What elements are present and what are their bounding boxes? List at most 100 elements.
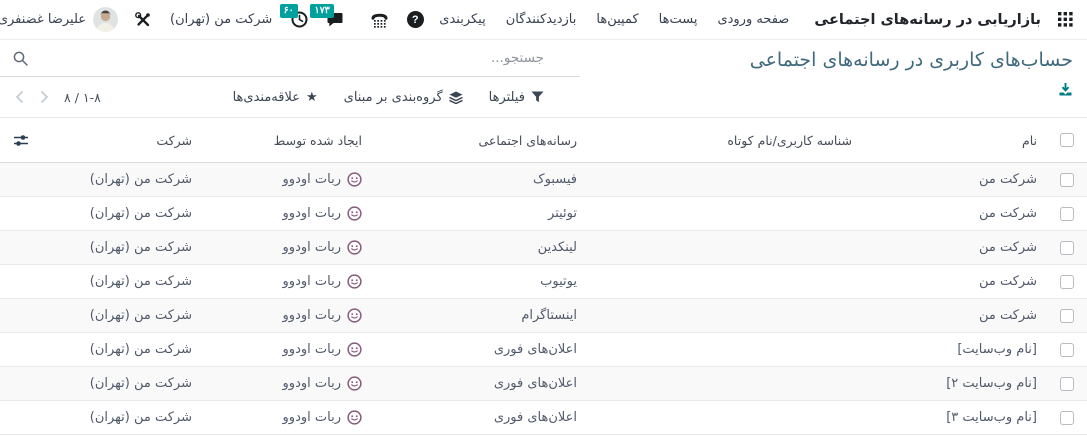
user-avatar [93,7,119,32]
row-checkbox[interactable] [1047,401,1087,434]
chevron-right-icon [41,91,48,103]
filter-funnel-icon [531,91,544,103]
table-row[interactable]: شرکت من لینکدین ربات اودوو شرکت من (تهرا… [0,231,1087,265]
robot-avatar-icon [347,240,362,255]
cell-media: فیسبوک [532,172,577,187]
table-row[interactable]: [نام وب‌سایت ۳] اعلان‌های فوری ربات اودو… [0,401,1087,435]
cell-media: یوتیوب [540,274,577,289]
top-navbar: بازاریابی در رسانه‌های اجتماعی صفحه ورود… [0,0,1087,40]
pager-value[interactable]: ۱-۸ / ۸ [58,90,107,105]
messages-badge: ۱۷۳ [310,3,334,18]
header-media[interactable]: رسانه‌های اجتماعی [478,132,577,148]
favorites-button[interactable]: ★ علاقه‌مندی‌ها [232,89,318,105]
cell-name: شرکت من [978,206,1037,221]
robot-avatar-icon [347,274,362,289]
cell-name: [نام وب‌سایت ۳] [946,410,1037,425]
nav-item-posts[interactable]: پست‌ها [650,6,707,33]
row-checkbox[interactable] [1047,333,1087,366]
cell-created-by: ربات اودوو [202,367,372,400]
cell-handle [587,401,862,434]
group-by-button[interactable]: گروه‌بندی بر مبنای [344,90,463,105]
row-checkbox[interactable] [1047,367,1087,400]
cell-created-by: ربات اودوو [202,197,372,230]
nav-item-visitors[interactable]: بازدیدکنندگان [497,6,586,33]
nav-item-configuration[interactable]: پیکربندی [430,6,494,33]
row-checkbox[interactable] [1047,299,1087,332]
filter-buttons: فیلترها گروه‌بندی بر مبنای ★ علاقه‌مندی‌… [233,90,580,105]
table-row[interactable]: شرکت من یوتیوب ربات اودوو شرکت من (تهران… [0,265,1087,299]
robot-avatar-icon [347,342,362,357]
search-icon [0,50,29,67]
cell-created-by: ربات اودوو [202,401,372,434]
search-bar [0,40,580,77]
cell-media: اعلان‌های فوری [493,342,577,357]
nav-item-campaigns[interactable]: کمپین‌ها [587,6,647,33]
question-icon: ? [406,11,424,28]
row-checkbox[interactable] [1047,197,1087,230]
table-row[interactable]: [نام وب‌سایت] اعلان‌های فوری ربات اودوو … [0,333,1087,367]
cell-company: شرکت من (تهران) [89,376,192,391]
cell-media: اعلان‌های فوری [493,410,577,425]
nav-item-feed[interactable]: صفحه ورودی [708,6,798,33]
cell-media: اعلان‌های فوری [493,376,577,391]
systray: ? ۱۷۳ [0,3,430,35]
cell-media: لینکدین [537,240,577,255]
cell-handle [587,163,862,196]
row-checkbox[interactable] [1047,163,1087,196]
header-name[interactable]: نام [1021,132,1037,148]
layers-icon [448,91,463,104]
export-button[interactable] [1058,82,1073,100]
optional-columns-button[interactable] [13,133,29,148]
table-row[interactable]: [نام وب‌سایت ۲] اعلان‌های فوری ربات اودو… [0,367,1087,401]
row-checkbox[interactable] [1047,231,1087,264]
cell-created-by: ربات اودوو [202,333,372,366]
company-switcher[interactable]: شرکت من (تهران) [164,12,278,27]
search-panel: فیلترها گروه‌بندی بر مبنای ★ علاقه‌مندی‌… [0,40,580,117]
select-all-checkbox[interactable] [1047,118,1087,162]
debug-tools-button[interactable] [128,5,158,35]
activities-button[interactable]: ۶۰ [279,3,314,35]
user-name: علیرضا غضنفری [0,12,87,27]
pager-previous-button[interactable] [34,86,54,108]
header-company[interactable]: شرکت [156,132,192,148]
clock-icon [291,11,308,28]
search-input[interactable] [29,50,580,66]
voip-button[interactable] [364,5,394,35]
filters-button[interactable]: فیلترها [489,90,544,105]
messages-button[interactable]: ۱۷۳ [310,3,350,35]
table-row[interactable]: شرکت من فیسبوک ربات اودوو شرکت من (تهران… [0,163,1087,197]
pager-next-button[interactable] [10,86,30,108]
cell-company: شرکت من (تهران) [89,206,192,221]
header-handle[interactable]: شناسه کاربری/نام کوتاه [727,132,852,148]
cell-handle [587,333,862,366]
apps-menu-button[interactable] [1051,6,1079,34]
row-checkbox[interactable] [1047,265,1087,298]
table-header-row: نام شناسه کاربری/نام کوتاه رسانه‌های اجت… [0,118,1087,163]
cell-name: شرکت من [978,274,1037,289]
page-title: حساب‌های کاربری در رسانه‌های اجتماعی [749,49,1073,71]
cell-company: شرکت من (تهران) [89,410,192,425]
user-menu[interactable]: علیرضا غضنفری [0,7,122,32]
cell-name: [نام وب‌سایت ۲] [946,376,1037,391]
breadcrumb-area: حساب‌های کاربری در رسانه‌های اجتماعی [580,40,1087,117]
table-row[interactable]: شرکت من اینستاگرام ربات اودوو شرکت من (ت… [0,299,1087,333]
help-button[interactable]: ? [400,5,430,35]
chevron-left-icon [16,91,23,103]
app-name[interactable]: بازاریابی در رسانه‌های اجتماعی [814,11,1041,28]
table-row[interactable]: شرکت من توئیتر ربات اودوو شرکت من (تهران… [0,197,1087,231]
cell-company: شرکت من (تهران) [89,342,192,357]
control-panel: حساب‌های کاربری در رسانه‌های اجتماعی [0,40,1087,118]
cell-handle [587,299,862,332]
activities-badge: ۶۰ [279,3,298,18]
cell-name: شرکت من [978,240,1037,255]
cell-created-by: ربات اودوو [202,163,372,196]
cell-company: شرکت من (تهران) [89,308,192,323]
cell-handle [587,367,862,400]
header-created-by[interactable]: ایجاد شده توسط [273,132,362,148]
cell-media: توئیتر [548,206,577,221]
cell-created-by: ربات اودوو [202,231,372,264]
accounts-list: نام شناسه کاربری/نام کوتاه رسانه‌های اجت… [0,118,1087,435]
cell-handle [587,197,862,230]
robot-avatar-icon [347,410,362,425]
